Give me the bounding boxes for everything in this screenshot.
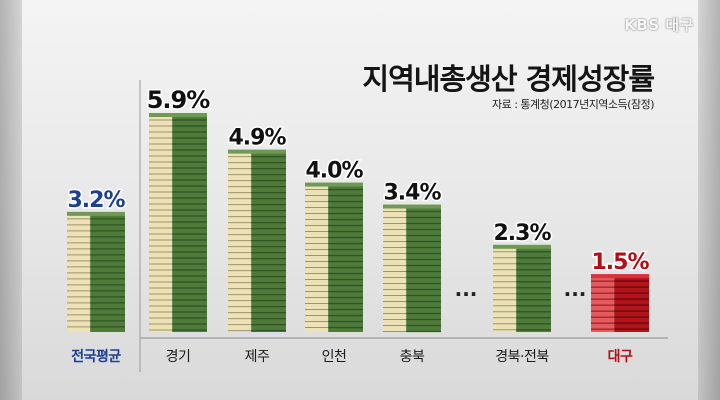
bar-0: [67, 211, 125, 332]
bar-cap-6: [591, 274, 649, 279]
chart-source: 자료 : 통계청(2017년지역소득(잠정): [491, 98, 655, 111]
bar-cap-2: [228, 149, 286, 154]
category-label-3: 인천: [322, 349, 347, 365]
bar-4: [383, 204, 441, 333]
bar-edge-3: [305, 185, 329, 332]
bar-cap-3: [305, 182, 363, 187]
category-label-6: 대구: [608, 349, 633, 365]
bar-cap-0: [67, 211, 125, 216]
bar-cap-5: [493, 244, 551, 249]
bar-edge-2: [228, 152, 252, 332]
bar-face-4: [406, 207, 441, 332]
broadcaster-logo: KBS 대구: [624, 16, 694, 34]
bar-2: [228, 149, 286, 332]
ellipsis-0: ...: [455, 277, 478, 301]
category-label-4: 충북: [400, 349, 425, 365]
chart-title: 지역내총생산 경제성장률: [362, 62, 655, 96]
bar-face-5: [516, 247, 551, 332]
bar-face-2: [251, 152, 286, 332]
bar-face-1: [172, 116, 207, 332]
bar-edge-5: [493, 247, 517, 332]
bar-5: [493, 244, 551, 332]
bar-face-3: [328, 185, 363, 332]
value-label-4: 3.4%: [383, 181, 441, 206]
bar-6: [591, 274, 649, 332]
bar-cap-4: [383, 204, 441, 209]
value-label-1: 5.9%: [147, 86, 211, 114]
value-label-6: 1.5%: [591, 250, 649, 275]
left-edge-shade: [0, 0, 22, 400]
category-label-2: 제주: [245, 349, 270, 365]
bar-1: [149, 113, 207, 332]
bar-3: [305, 182, 363, 332]
ellipsis-1: ...: [564, 277, 587, 301]
value-label-3: 4.0%: [305, 159, 363, 184]
bar-edge-1: [149, 116, 173, 332]
bar-edge-4: [383, 207, 407, 332]
value-label-2: 4.9%: [228, 126, 286, 151]
bar-cap-1: [149, 113, 207, 117]
value-label-0: 3.2%: [67, 188, 125, 213]
category-label-5: 경북·전북: [495, 349, 549, 365]
category-label-1: 경기: [166, 349, 191, 365]
right-edge-shade: [698, 0, 720, 400]
bar-edge-6: [591, 277, 615, 332]
category-label-0: 전국평균: [71, 348, 121, 365]
value-label-5: 2.3%: [493, 221, 551, 246]
